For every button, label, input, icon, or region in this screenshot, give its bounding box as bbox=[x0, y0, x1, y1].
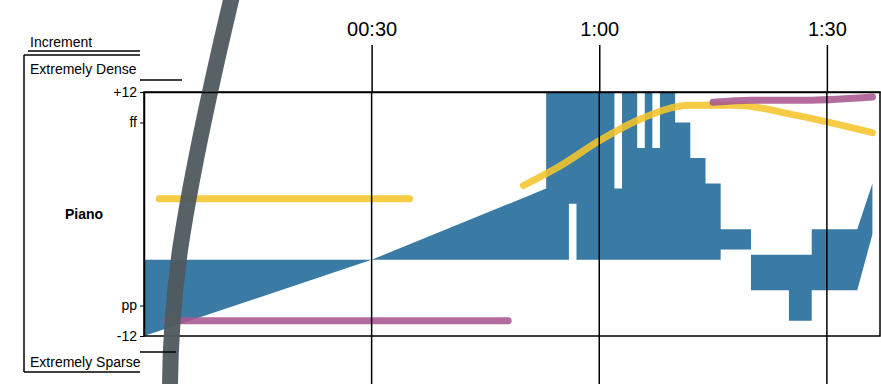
grid bbox=[372, 92, 827, 384]
brush-line bbox=[713, 97, 872, 102]
tick-mark bbox=[599, 45, 601, 92]
tick-mark bbox=[140, 336, 144, 337]
grid-line bbox=[371, 92, 373, 384]
x-tick: 1:30 bbox=[808, 18, 847, 92]
tick-label: ff bbox=[129, 114, 137, 130]
y-tick: -12 bbox=[117, 328, 144, 344]
grid-line bbox=[826, 92, 828, 384]
y-tick: +12 bbox=[113, 84, 144, 100]
bracket-line bbox=[28, 50, 140, 52]
tick-label: +12 bbox=[113, 84, 137, 100]
bracket-line bbox=[140, 351, 176, 353]
annotation: Extremely Dense bbox=[30, 61, 137, 77]
bracket-line bbox=[140, 79, 182, 81]
bracket-line bbox=[23, 55, 25, 372]
tick-mark bbox=[827, 45, 829, 92]
tick-mark bbox=[140, 92, 144, 93]
grid-line bbox=[599, 92, 601, 384]
y-tick: pp bbox=[121, 297, 144, 313]
y-axis: +12 ff pp -12 bbox=[113, 84, 144, 344]
tick-label: 1:30 bbox=[808, 18, 847, 40]
x-tick: 1:00 bbox=[580, 18, 619, 92]
brush-line bbox=[167, 317, 508, 324]
annotation: Piano bbox=[65, 206, 103, 222]
y-axis-title: Increment bbox=[30, 34, 92, 50]
annotation: Extremely Sparse bbox=[30, 354, 141, 370]
tick-label: 1:00 bbox=[580, 18, 619, 40]
axis-line bbox=[145, 92, 881, 94]
density-area bbox=[144, 92, 872, 336]
tick-label: -12 bbox=[117, 328, 137, 344]
brush-stroke bbox=[170, 0, 232, 384]
x-axis: 00:30 1:00 1:30 bbox=[145, 18, 881, 93]
plot-area bbox=[144, 92, 872, 336]
chart: 00:30 1:00 1:30 +12 ff pp -12 Increment Extremel… bbox=[0, 0, 881, 384]
tick-mark bbox=[140, 123, 144, 124]
row-labels: Increment Extremely Dense Extremely Sparse… bbox=[24, 34, 182, 372]
x-tick: 00:30 bbox=[347, 18, 397, 92]
y-tick: ff bbox=[129, 114, 144, 130]
bracket-line bbox=[24, 54, 140, 56]
tick-label: 00:30 bbox=[347, 18, 397, 40]
tick-mark bbox=[140, 306, 144, 307]
axis-line bbox=[144, 93, 146, 337]
tick-mark bbox=[371, 45, 373, 92]
bracket-line bbox=[24, 371, 140, 373]
brush-line bbox=[523, 105, 872, 185]
tick-label: pp bbox=[121, 297, 137, 313]
plot-frame bbox=[144, 92, 880, 336]
